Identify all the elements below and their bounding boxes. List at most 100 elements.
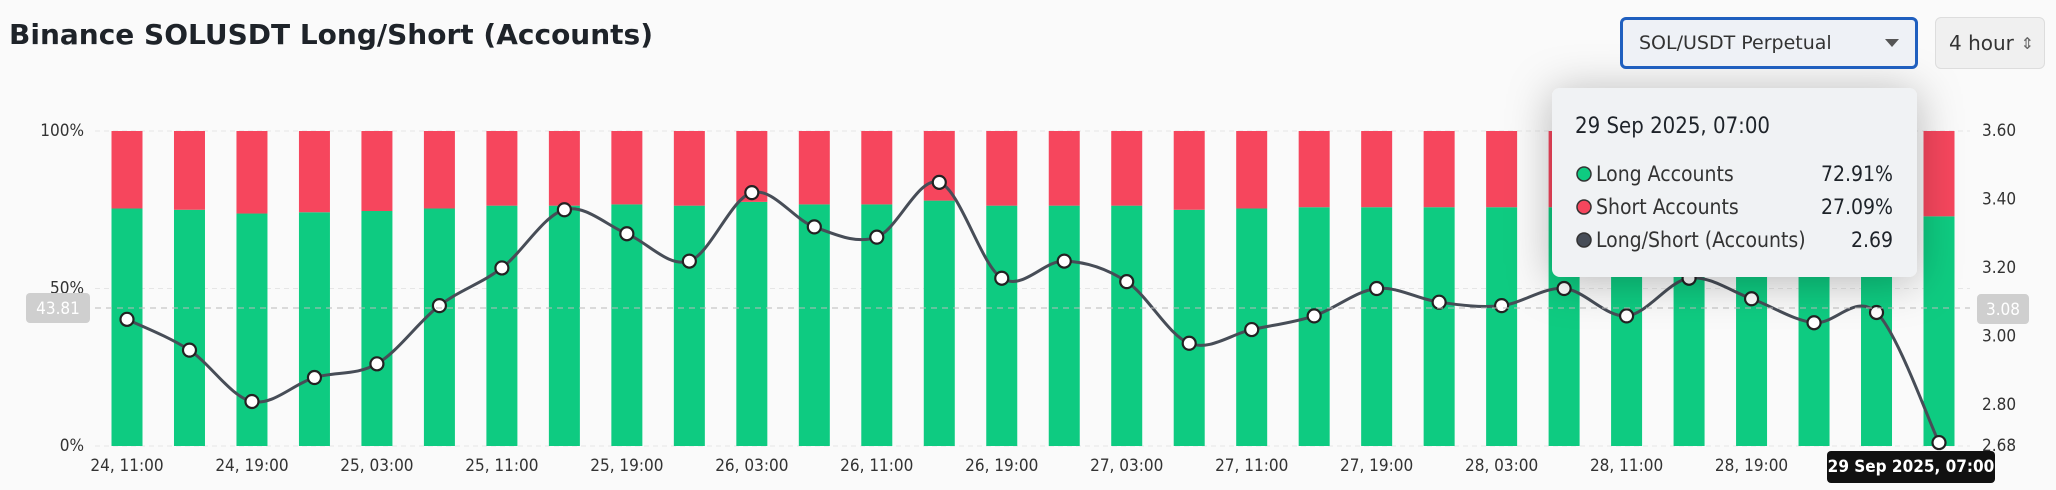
bar-segment bbox=[1111, 131, 1143, 206]
ratio-point bbox=[1244, 321, 1260, 338]
crosshair-y-label: 43.81 bbox=[36, 299, 80, 319]
x-tick-label: 25, 11:00 bbox=[465, 456, 538, 476]
ratio-point bbox=[1119, 274, 1135, 290]
bar-segment bbox=[361, 131, 393, 212]
tooltip-value: 72.91% bbox=[1821, 162, 1893, 186]
tooltip: 29 Sep 2025, 07:00 Long Accounts 72.91% Sho… bbox=[1552, 88, 1917, 277]
x-tick-label: 28, 19:00 bbox=[1715, 456, 1788, 476]
ratio-point bbox=[181, 342, 198, 358]
bar-segment bbox=[986, 131, 1018, 206]
bar-segment bbox=[861, 131, 893, 205]
x-tick-label: 27, 03:00 bbox=[1090, 456, 1163, 476]
crosshair-x-box bbox=[1827, 451, 1995, 483]
x-tick-label: 25, 03:00 bbox=[340, 456, 413, 476]
ratio-point bbox=[931, 174, 947, 190]
bar-segment bbox=[173, 209, 205, 446]
ratio-point bbox=[1494, 298, 1510, 314]
crosshair-y2-label: 3.08 bbox=[1986, 300, 2020, 320]
ratio-point bbox=[1181, 335, 1197, 351]
ratio-point bbox=[1369, 280, 1385, 297]
y2-tick-label: 3.00 bbox=[1982, 326, 2016, 346]
bar-segment bbox=[486, 131, 518, 206]
y2-tick-label: 2.80 bbox=[1982, 395, 2016, 415]
ratio-point bbox=[1431, 294, 1447, 310]
ratio-point bbox=[1618, 308, 1635, 324]
ratio-point bbox=[1556, 280, 1572, 297]
tooltip-box bbox=[1552, 88, 1917, 277]
x-tick-label: 27, 11:00 bbox=[1215, 456, 1288, 476]
bar-segment bbox=[673, 131, 705, 206]
ratio-point bbox=[556, 202, 572, 218]
tooltip-series-name: Long Accounts bbox=[1596, 162, 1734, 186]
y-tick-label: 100% bbox=[40, 121, 84, 141]
symbol-select-text: SOL/USDT Perpetual bbox=[1639, 32, 1832, 54]
bar-segment bbox=[111, 131, 143, 209]
caret-icon bbox=[1885, 39, 1899, 47]
bar-segment bbox=[1298, 131, 1330, 208]
ratio-point bbox=[994, 270, 1010, 286]
x-tick-label: 24, 19:00 bbox=[215, 456, 288, 476]
bar-segment bbox=[1486, 131, 1518, 208]
page-title: Binance SOLUSDT Long/Short (Accounts) bbox=[9, 18, 654, 51]
bar-segment bbox=[111, 208, 143, 446]
bar-segment bbox=[1923, 131, 1955, 217]
interval-select[interactable]: 4 hour ⇕ bbox=[1935, 17, 2045, 69]
bar-segment bbox=[1486, 207, 1518, 446]
tooltip-value: 2.69 bbox=[1851, 228, 1893, 252]
bar-segment bbox=[986, 205, 1018, 446]
symbol-select[interactable]: SOL/USDT Perpetual bbox=[1620, 17, 1918, 69]
tooltip-series-name: Long/Short (Accounts) bbox=[1596, 228, 1806, 252]
x-tick-label: 26, 03:00 bbox=[715, 456, 788, 476]
bar-segment bbox=[1048, 131, 1080, 206]
crosshair-x-label: 29 Sep 2025, 07:00 bbox=[1828, 457, 1995, 477]
bar-segment bbox=[1423, 207, 1455, 446]
bar-segment bbox=[798, 131, 830, 205]
ratio-point bbox=[619, 226, 635, 242]
bar-segment bbox=[1048, 205, 1080, 446]
bar-segment bbox=[236, 131, 268, 214]
y2-tick-label: 3.60 bbox=[1982, 121, 2016, 141]
ratio-point bbox=[1056, 253, 1072, 269]
ratio-point bbox=[431, 298, 448, 314]
tooltip-swatch bbox=[1576, 232, 1592, 248]
bar-segment bbox=[423, 131, 455, 209]
bar-segment bbox=[611, 131, 643, 205]
bar-segment bbox=[173, 131, 205, 210]
interval-select-text: 4 hour bbox=[1949, 31, 2014, 55]
x-tick-label: 28, 11:00 bbox=[1590, 456, 1663, 476]
spinner-icon: ⇕ bbox=[2020, 33, 2034, 53]
ratio-point bbox=[1806, 315, 1822, 331]
bar-segment bbox=[1173, 131, 1205, 210]
x-tick-label: 28, 03:00 bbox=[1465, 456, 1538, 476]
bar-segment bbox=[298, 212, 330, 446]
ratio-point bbox=[119, 311, 135, 327]
x-tick-label: 26, 11:00 bbox=[840, 456, 913, 476]
bar-segment bbox=[486, 205, 518, 446]
ratio-point bbox=[1743, 291, 1760, 307]
bar-segment bbox=[298, 131, 330, 213]
bar-segment bbox=[361, 211, 393, 446]
tooltip-series-name: Short Accounts bbox=[1596, 195, 1739, 219]
ratio-point bbox=[494, 260, 510, 276]
ratio-point bbox=[869, 229, 885, 245]
bar-segment bbox=[1111, 205, 1143, 446]
ratio-point bbox=[1868, 304, 1885, 321]
bar-segment bbox=[736, 201, 768, 446]
bar-segment bbox=[1361, 207, 1393, 446]
bar-segment bbox=[1923, 216, 1955, 446]
tooltip-swatch bbox=[1576, 166, 1592, 182]
y2-tick-label: 3.40 bbox=[1982, 189, 2016, 209]
ratio-point bbox=[369, 356, 385, 372]
ratio-point bbox=[1306, 308, 1322, 324]
ratio-point bbox=[744, 185, 760, 201]
bar-segment bbox=[1173, 209, 1205, 446]
tooltip-value: 27.09% bbox=[1821, 195, 1893, 219]
ratio-point bbox=[681, 253, 697, 269]
x-tick-label: 26, 19:00 bbox=[965, 456, 1038, 476]
bar-segment bbox=[1298, 207, 1330, 446]
x-tick-label: 25, 19:00 bbox=[590, 456, 663, 476]
bar-segment bbox=[611, 204, 643, 446]
crosshair-y-box bbox=[26, 292, 90, 323]
bar-segment bbox=[548, 205, 580, 446]
